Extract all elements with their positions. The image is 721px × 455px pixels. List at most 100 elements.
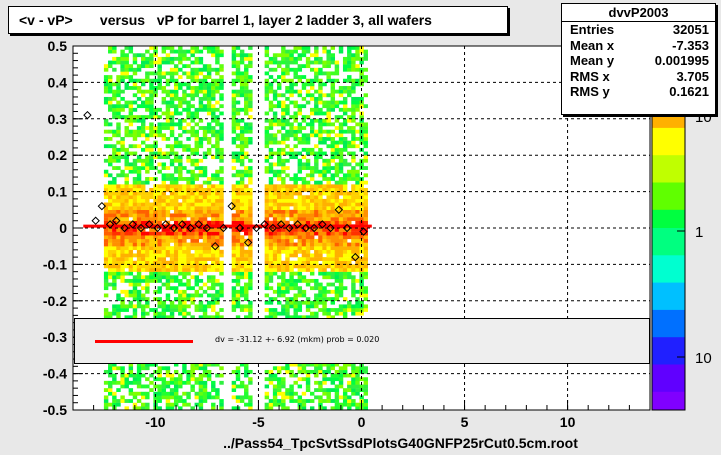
- heatmap-cell: [272, 246, 278, 251]
- heatmap-cell: [268, 275, 274, 280]
- heatmap-cell: [351, 67, 356, 72]
- heatmap-cell: [338, 246, 344, 251]
- heatmap-cell: [206, 122, 212, 127]
- heatmap-cell: [244, 93, 249, 98]
- heatmap-cell: [120, 173, 125, 178]
- heatmap-cell: [314, 231, 319, 236]
- heatmap-cell: [198, 67, 204, 72]
- heatmap-cell: [124, 264, 129, 269]
- heatmap-cell: [318, 173, 323, 178]
- heatmap-cell: [301, 104, 307, 109]
- heatmap-cell: [355, 53, 360, 58]
- heatmap-cell: [268, 286, 274, 291]
- heatmap-cell: [347, 388, 352, 392]
- heatmap-cell: [363, 268, 368, 272]
- heatmap-cell: [186, 235, 191, 240]
- heatmap-cell: [132, 198, 138, 203]
- heatmap-cell: [128, 202, 134, 207]
- heatmap-cell: [211, 406, 216, 411]
- heatmap-cell: [351, 78, 356, 83]
- heatmap-cell: [124, 60, 129, 65]
- heatmap-cell: [128, 166, 134, 170]
- heatmap-cell: [173, 369, 179, 374]
- heatmap-cell: [326, 282, 331, 287]
- heatmap-cell: [173, 246, 179, 251]
- heatmap-cell: [322, 268, 327, 272]
- heatmap-cell: [206, 177, 212, 181]
- heatmap-cell: [330, 257, 336, 261]
- heatmap-cell: [281, 180, 286, 185]
- heatmap-cell: [326, 118, 331, 123]
- heatmap-cell: [120, 278, 125, 283]
- heatmap-cell: [322, 122, 327, 127]
- heatmap-cell: [347, 231, 352, 236]
- heatmap-cell: [141, 395, 146, 400]
- heatmap-cell: [165, 249, 171, 254]
- heatmap-cell: [149, 147, 154, 152]
- heatmap-cell: [244, 366, 249, 371]
- heatmap-cell: [173, 289, 179, 294]
- heatmap-cell: [153, 235, 158, 240]
- heatmap-cell: [305, 373, 311, 378]
- heatmap-cell: [293, 155, 298, 160]
- heatmap-cell: [277, 162, 282, 167]
- heatmap-cell: [112, 46, 117, 50]
- heatmap-cell: [132, 308, 138, 312]
- heatmap-cell: [178, 49, 183, 54]
- heatmap-cell: [309, 220, 315, 225]
- heatmap-cell: [248, 286, 253, 291]
- heatmap-cell: [289, 268, 294, 272]
- heatmap-cell: [285, 260, 290, 265]
- heatmap-cell: [198, 293, 204, 298]
- heatmap-cell: [235, 53, 241, 58]
- heatmap-cell: [145, 257, 150, 261]
- heatmap-cell: [281, 126, 286, 130]
- heatmap-cell: [326, 220, 331, 225]
- heatmap-cell: [305, 388, 311, 392]
- heatmap-cell: [314, 100, 319, 105]
- heatmap-cell: [239, 169, 245, 174]
- heatmap-cell: [338, 235, 344, 240]
- heatmap-cell: [293, 202, 298, 207]
- heatmap-cell: [355, 366, 360, 371]
- heatmap-cell: [215, 388, 220, 392]
- palette-cell: [652, 346, 685, 356]
- heatmap-cell: [363, 399, 368, 403]
- heatmap-cell: [347, 169, 352, 174]
- heatmap-cell: [309, 300, 315, 305]
- heatmap-cell: [206, 67, 212, 72]
- heatmap-cell: [136, 293, 142, 298]
- heatmap-cell: [285, 133, 290, 138]
- heatmap-cell: [161, 377, 167, 382]
- heatmap-cell: [173, 166, 179, 170]
- heatmap-cell: [215, 238, 220, 243]
- heatmap-cell: [239, 140, 245, 145]
- heatmap-cell: [211, 293, 216, 298]
- heatmap-cell: [268, 166, 274, 170]
- heatmap-cell: [342, 129, 348, 134]
- heatmap-cell: [355, 268, 360, 272]
- heatmap-cell: [244, 166, 249, 170]
- heatmap-cell: [136, 209, 142, 214]
- heatmap-cell: [351, 56, 356, 61]
- heatmap-cell: [108, 78, 113, 83]
- heatmap-cell: [108, 173, 113, 178]
- heatmap-cell: [338, 158, 344, 163]
- heatmap-cell: [161, 260, 167, 265]
- heatmap-cell: [128, 231, 134, 236]
- heatmap-cell: [194, 304, 200, 309]
- heatmap-cell: [322, 300, 327, 305]
- heatmap-cell: [264, 271, 270, 276]
- heatmap-cell: [161, 71, 167, 76]
- heatmap-cell: [239, 144, 245, 149]
- heatmap-cell: [297, 67, 303, 72]
- heatmap-cell: [173, 209, 179, 214]
- heatmap-cell: [355, 67, 360, 72]
- heatmap-cell: [301, 399, 307, 403]
- heatmap-cell: [235, 220, 241, 225]
- heatmap-cell: [141, 249, 146, 254]
- heatmap-cell: [112, 257, 117, 261]
- heatmap-cell: [165, 46, 171, 50]
- heatmap-cell: [141, 82, 146, 87]
- heatmap-cell: [112, 177, 117, 181]
